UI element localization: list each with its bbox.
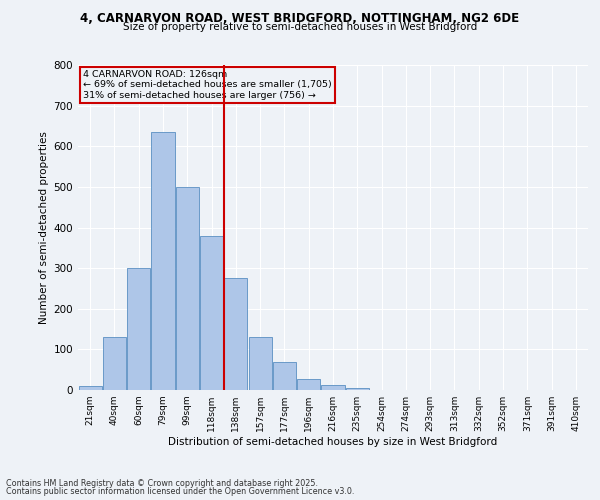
Bar <box>200 236 223 390</box>
Bar <box>346 388 369 390</box>
Bar <box>176 187 199 390</box>
Bar <box>127 268 150 390</box>
Bar <box>248 337 272 390</box>
Bar <box>151 132 175 390</box>
Text: Size of property relative to semi-detached houses in West Bridgford: Size of property relative to semi-detach… <box>123 22 477 32</box>
Text: Contains HM Land Registry data © Crown copyright and database right 2025.: Contains HM Land Registry data © Crown c… <box>6 478 318 488</box>
X-axis label: Distribution of semi-detached houses by size in West Bridgford: Distribution of semi-detached houses by … <box>169 437 497 447</box>
Text: 4 CARNARVON ROAD: 126sqm
← 69% of semi-detached houses are smaller (1,705)
31% o: 4 CARNARVON ROAD: 126sqm ← 69% of semi-d… <box>83 70 332 100</box>
Bar <box>79 386 101 390</box>
Text: 4, CARNARVON ROAD, WEST BRIDGFORD, NOTTINGHAM, NG2 6DE: 4, CARNARVON ROAD, WEST BRIDGFORD, NOTTI… <box>80 12 520 26</box>
Bar <box>103 337 126 390</box>
Bar <box>273 362 296 390</box>
Y-axis label: Number of semi-detached properties: Number of semi-detached properties <box>40 131 49 324</box>
Bar <box>322 385 344 390</box>
Text: Contains public sector information licensed under the Open Government Licence v3: Contains public sector information licen… <box>6 487 355 496</box>
Bar <box>297 378 320 390</box>
Bar <box>224 278 247 390</box>
